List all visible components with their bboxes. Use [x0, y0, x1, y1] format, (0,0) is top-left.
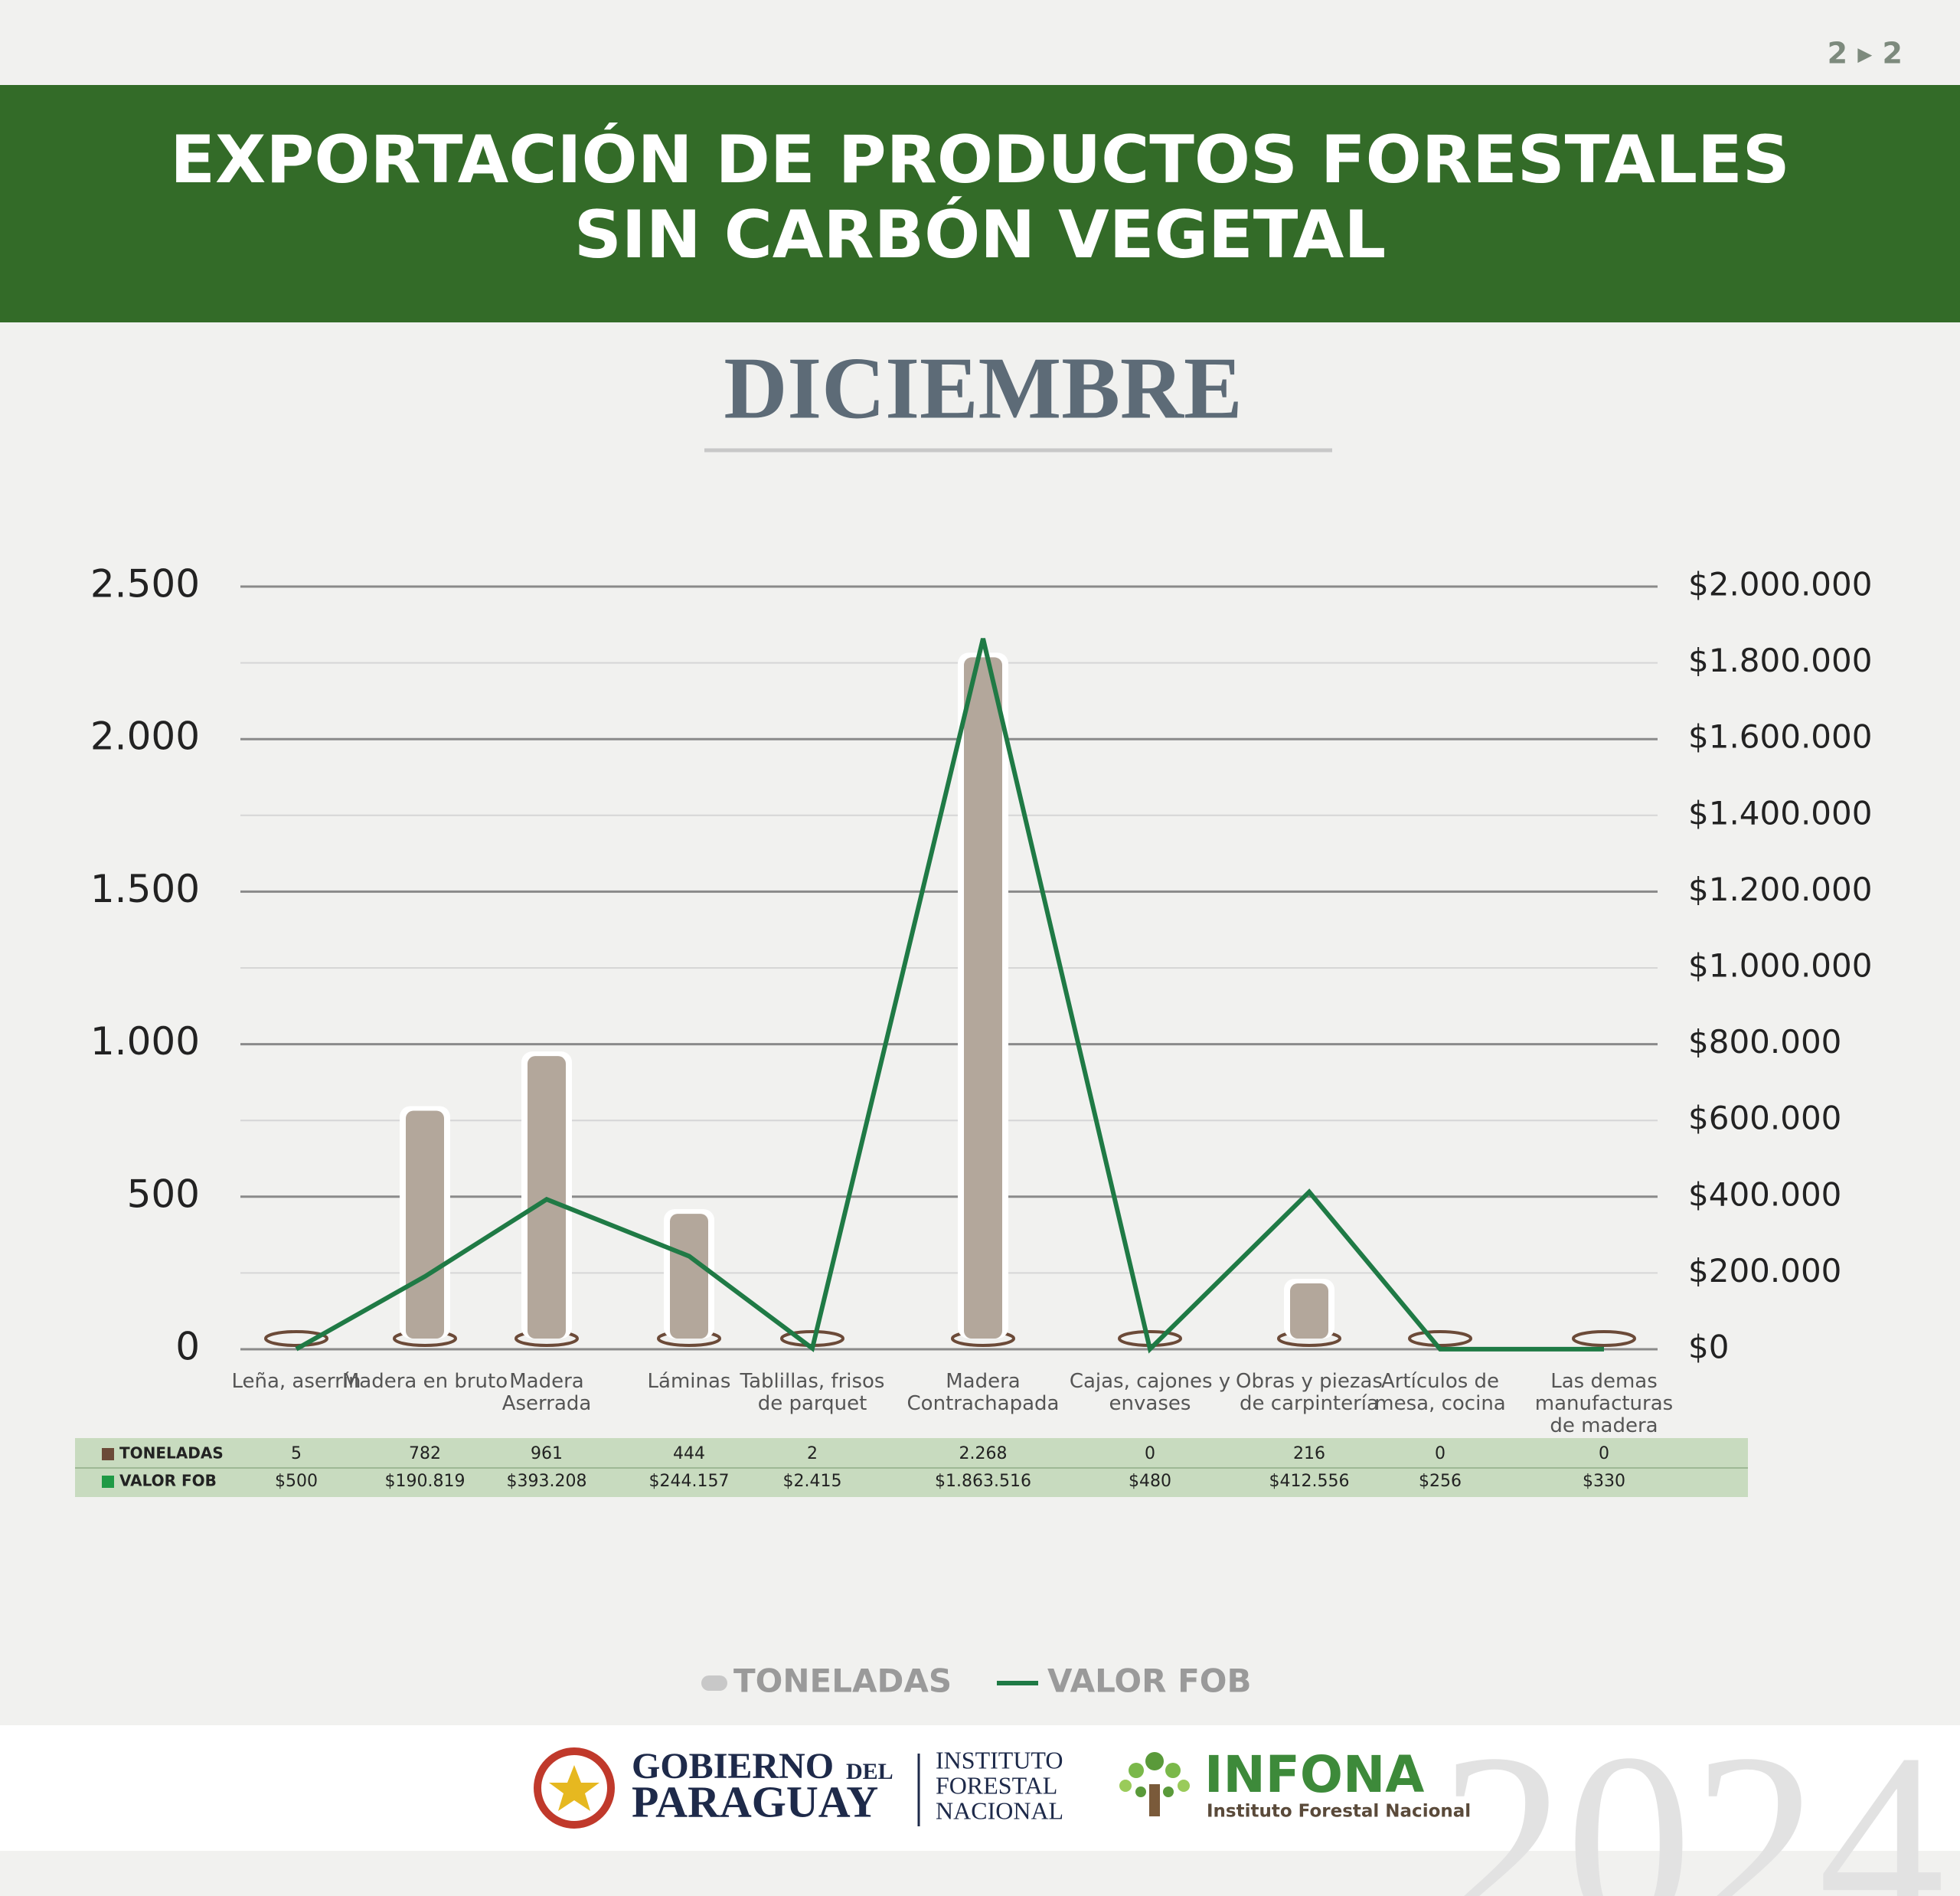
value-label: $412.556 — [1269, 1472, 1350, 1491]
x-tick-label: Leña, aserrín — [231, 1370, 361, 1393]
value-label: $244.157 — [649, 1472, 730, 1491]
y2-tick-label: $1.600.000 — [1688, 718, 1872, 756]
y-tick-label: 1.500 — [90, 867, 200, 911]
institute-line: FORESTAL — [936, 1771, 1057, 1799]
title-box: EXPORTACIÓN DE PRODUCTOS FORESTALES SIN … — [170, 123, 1790, 273]
gov-line-2: PARAGUAY — [632, 1777, 878, 1826]
value-label: $500 — [275, 1472, 318, 1491]
footer-band — [0, 1725, 1960, 1851]
legend-label: TONELADAS — [733, 1662, 952, 1700]
value-label: $190.819 — [385, 1472, 466, 1491]
value-label: $2.415 — [783, 1472, 842, 1491]
value-label: $393.208 — [507, 1472, 587, 1491]
legend-swatch — [701, 1675, 727, 1691]
bar — [406, 1110, 444, 1339]
x-tick-label: Cajas, cajones y envases — [1069, 1370, 1231, 1415]
value-label: $1.863.516 — [935, 1472, 1031, 1491]
y2-tick-label: $1.800.000 — [1688, 642, 1872, 679]
chart-subtitle: DICIEMBRE — [724, 339, 1242, 436]
table-row-header: TONELADAS — [119, 1444, 224, 1463]
bar — [1290, 1283, 1328, 1339]
bar-base — [1572, 1330, 1636, 1347]
y-tick-label: 2.500 — [90, 562, 200, 606]
value-label: 2.268 — [959, 1444, 1008, 1463]
y2-tick-label: $600.000 — [1688, 1100, 1841, 1137]
y-tick-label: 2.000 — [90, 714, 200, 759]
y-tick-label: 1.000 — [90, 1019, 200, 1064]
value-label: 0 — [1599, 1444, 1609, 1463]
y2-tick-label: $1.200.000 — [1688, 871, 1872, 908]
table-swatch — [102, 1476, 114, 1488]
gov-del: DEL — [846, 1759, 893, 1784]
x-tick-label: Madera Aserrada — [501, 1370, 592, 1415]
gov-line-1: GOBIERNO — [632, 1746, 834, 1786]
gov-star — [549, 1765, 599, 1811]
bar-base — [1408, 1330, 1472, 1347]
table-row-header: VALOR FOB — [119, 1472, 217, 1490]
x-tick-label: Las demas manufacturas de madera — [1534, 1370, 1674, 1437]
x-tick-label: Artículos de mesa, cocina — [1374, 1370, 1506, 1415]
value-label: 444 — [673, 1444, 705, 1463]
y2-tick-label: $800.000 — [1688, 1023, 1841, 1061]
y2-tick-label: $1.400.000 — [1688, 794, 1872, 832]
y2-tick-label: $0 — [1688, 1329, 1729, 1366]
bar — [964, 657, 1002, 1339]
x-tick-label: Madera en bruto — [341, 1370, 508, 1393]
value-label: $480 — [1129, 1472, 1171, 1491]
infona-tree — [1119, 1752, 1190, 1816]
table-swatch — [102, 1448, 114, 1460]
value-label: $256 — [1419, 1472, 1462, 1491]
line — [295, 638, 1605, 1354]
institute-line: INSTITUTO — [936, 1746, 1063, 1773]
bar — [670, 1214, 708, 1339]
chart-title: EXPORTACIÓN DE PRODUCTOS FORESTALES SIN … — [170, 123, 1790, 273]
value-label: 782 — [409, 1444, 441, 1463]
x-tick-label: Tablillas, frisos de parquet — [740, 1370, 885, 1415]
page-indicator: 2 ▸ 2 — [1828, 37, 1903, 70]
gov-emblem — [534, 1747, 615, 1829]
value-label: 0 — [1145, 1444, 1155, 1463]
year-watermark: 2024 — [1439, 1702, 1945, 1896]
x-tick-label: Láminas — [647, 1370, 731, 1393]
y2-tick-label: $200.000 — [1688, 1252, 1841, 1290]
value-label: 2 — [807, 1444, 818, 1463]
brand-subtitle: Instituto Forestal Nacional — [1207, 1802, 1471, 1822]
y2-tick-label: $1.000.000 — [1688, 947, 1872, 985]
y2-tick-label: $2.000.000 — [1688, 566, 1872, 603]
title-band — [0, 85, 1960, 322]
y-tick-label: 500 — [127, 1172, 200, 1216]
value-label: $330 — [1583, 1472, 1625, 1491]
brand: INFONA — [1204, 1745, 1424, 1804]
value-label: 961 — [531, 1444, 563, 1463]
legend-label: VALOR FOB — [1047, 1662, 1252, 1700]
x-tick-label: Madera Contrachapada — [906, 1370, 1060, 1415]
value-label: 216 — [1293, 1444, 1325, 1463]
y2-tick-label: $400.000 — [1688, 1175, 1841, 1213]
x-tick-label: Obras y piezas de carpintería — [1236, 1370, 1383, 1415]
y-tick-label: 0 — [175, 1325, 200, 1369]
bar-base — [264, 1330, 328, 1347]
value-label: 0 — [1435, 1444, 1446, 1463]
value-label: 5 — [291, 1444, 302, 1463]
institute-line: NACIONAL — [936, 1796, 1063, 1824]
